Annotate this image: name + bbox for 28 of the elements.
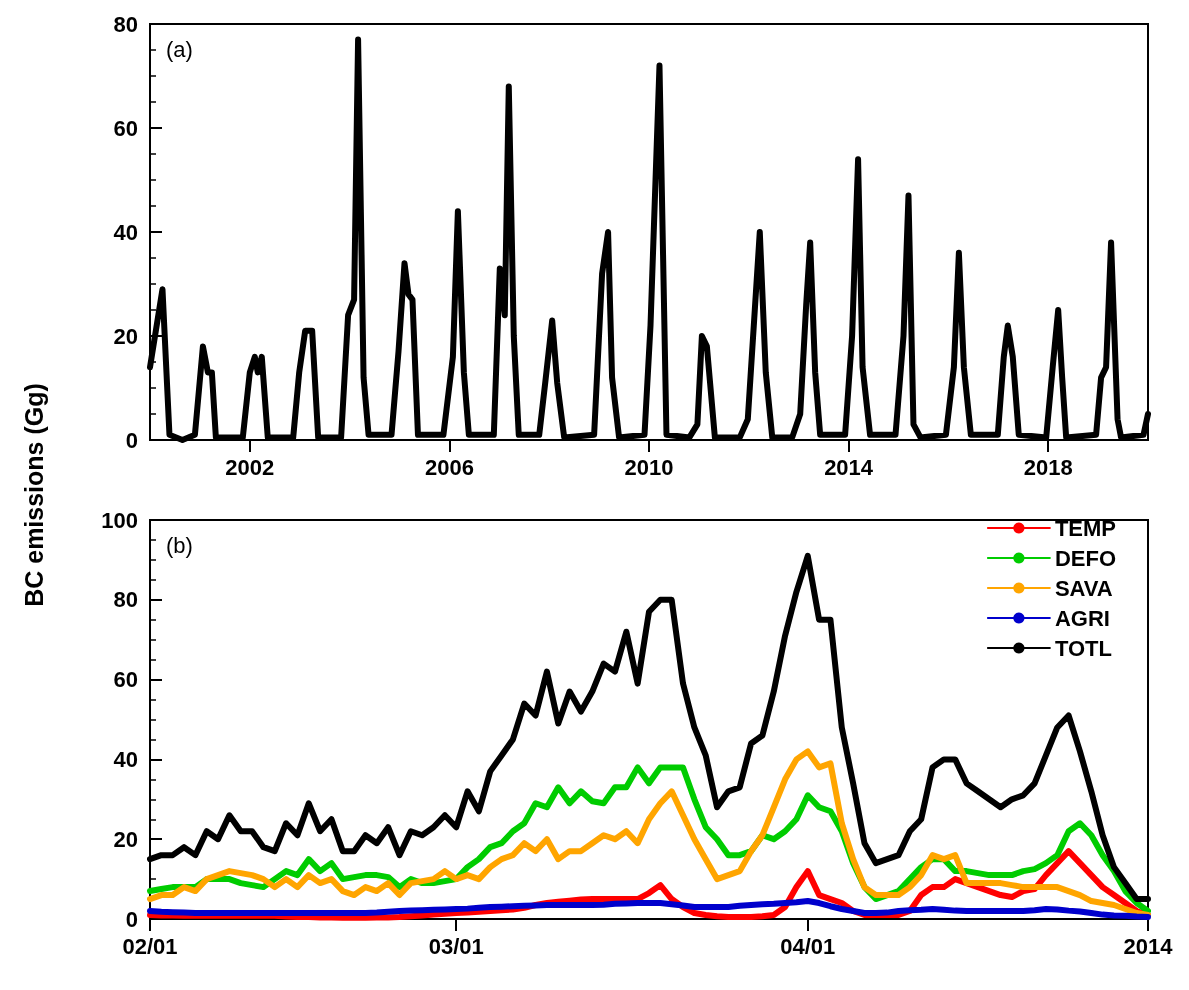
y-tick-label: 20	[113, 323, 138, 349]
legend-label: SAVA	[1054, 575, 1113, 601]
y-tick-label: 0	[125, 427, 138, 453]
annotation: (a)	[166, 36, 193, 62]
y-tick-label: 80	[113, 587, 138, 613]
legend-label: TEMP	[1054, 515, 1117, 541]
x-tick-label: 2014	[1123, 933, 1174, 959]
y-tick-label: 40	[113, 219, 138, 245]
y-tick-label: 40	[113, 746, 138, 772]
annotation: (b)	[166, 532, 193, 558]
x-tick-label: 04/01	[780, 933, 836, 959]
y-tick-label: 60	[113, 115, 138, 141]
legend-label: DEFO	[1054, 545, 1117, 571]
x-tick-label: 2014	[824, 454, 874, 480]
x-tick-label: 02/01	[122, 933, 178, 959]
y-tick-label: 20	[113, 826, 138, 852]
legend-label: AGRI	[1054, 605, 1110, 631]
x-tick-label: 03/01	[428, 933, 484, 959]
x-tick-label: 2002	[225, 454, 275, 480]
y-axis-title: BC emissions (Gg)	[19, 383, 49, 607]
x-tick-label: 2010	[624, 454, 674, 480]
y-tick-label: 60	[113, 667, 138, 693]
x-tick-label: 2006	[424, 454, 474, 480]
x-tick-label: 2018	[1023, 454, 1073, 480]
y-tick-label: 80	[113, 11, 138, 37]
y-tick-label: 0	[125, 906, 138, 932]
y-tick-label: 100	[101, 507, 138, 533]
legend-label: TOTL	[1054, 635, 1112, 661]
